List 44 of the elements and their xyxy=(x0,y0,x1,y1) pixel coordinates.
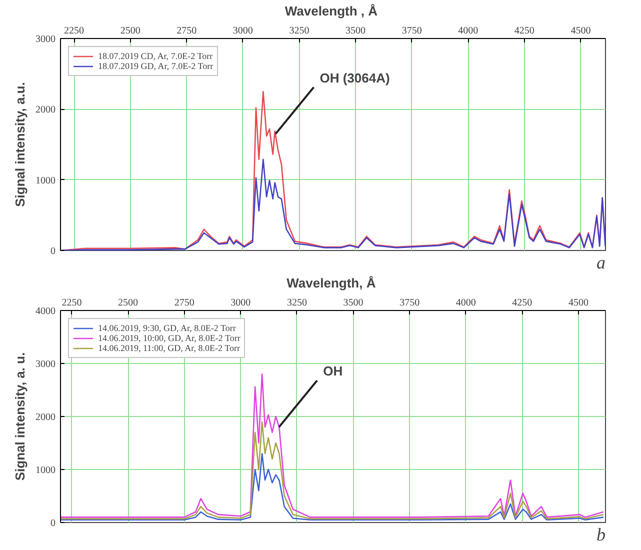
line-series xyxy=(60,452,604,520)
line-series xyxy=(60,421,604,520)
x-tick-label: 3000 xyxy=(232,26,253,36)
line-series xyxy=(60,90,606,250)
y-tick-label: 3000 xyxy=(36,34,56,45)
x-tick-label: 2250 xyxy=(64,26,84,36)
x-tick-label: 3750 xyxy=(402,26,422,36)
text: a xyxy=(596,252,606,272)
x-tick-label: 4500 xyxy=(570,26,591,36)
x-tick-label: 3500 xyxy=(343,298,364,308)
x-tick-label: 4000 xyxy=(456,298,476,308)
x-tick-label: 3250 xyxy=(286,298,307,308)
y-tick-label: 0 xyxy=(50,246,56,257)
y-axis-title: Signal intensity, a. u. xyxy=(12,352,28,481)
x-tick-label: 2500 xyxy=(118,298,138,308)
x-tick-label: 2750 xyxy=(174,298,194,308)
x-tick-label: 4000 xyxy=(458,26,478,36)
x-tick-label: 4250 xyxy=(512,298,532,308)
x-tick-label: 2250 xyxy=(62,298,82,308)
annotation: OH xyxy=(323,363,343,378)
y-tick-label: 0 xyxy=(50,518,56,529)
x-axis-title: Wavelength, Å xyxy=(286,276,376,290)
x-tick-label: 2500 xyxy=(120,26,140,36)
x-tick-label: 3250 xyxy=(289,26,310,36)
y-tick-label: 2000 xyxy=(36,104,56,116)
legend-label: 14.06.2019, 10:00, GD, Ar, 8.0E-2 Torr xyxy=(98,333,240,343)
y-tick-label: 3000 xyxy=(36,359,56,370)
legend-label: 14.06.2019, 11:00, GD, Ar, 8.0E-2 Torr xyxy=(98,343,240,353)
x-tick-label: 4500 xyxy=(568,298,588,308)
x-tick-label: 3500 xyxy=(346,26,366,36)
legend-label: 18.07.2019 GD, Ar, 7.0E-2 Torr xyxy=(98,61,214,71)
y-axis-title: Signal intensity, a.u. xyxy=(12,82,28,207)
y-tick-label: 4000 xyxy=(36,306,56,317)
x-tick-label: 4250 xyxy=(514,26,534,36)
y-tick-label: 1000 xyxy=(36,175,56,186)
x-tick-label: 3750 xyxy=(400,298,420,308)
legend-label: 14.06.2019, 9:30, GD, Ar, 8.0E-2 Torr xyxy=(98,323,236,333)
x-axis-title: Wavelength , Å xyxy=(284,4,378,18)
text: b xyxy=(596,524,606,544)
legend-label: 18.07.2019 CD, Ar, 7.0E-2 Torr xyxy=(98,51,213,61)
x-tick-label: 3000 xyxy=(230,298,251,308)
y-tick-label: 2000 xyxy=(36,412,56,423)
y-tick-label: 1000 xyxy=(36,465,56,476)
x-tick-label: 2750 xyxy=(176,26,197,36)
